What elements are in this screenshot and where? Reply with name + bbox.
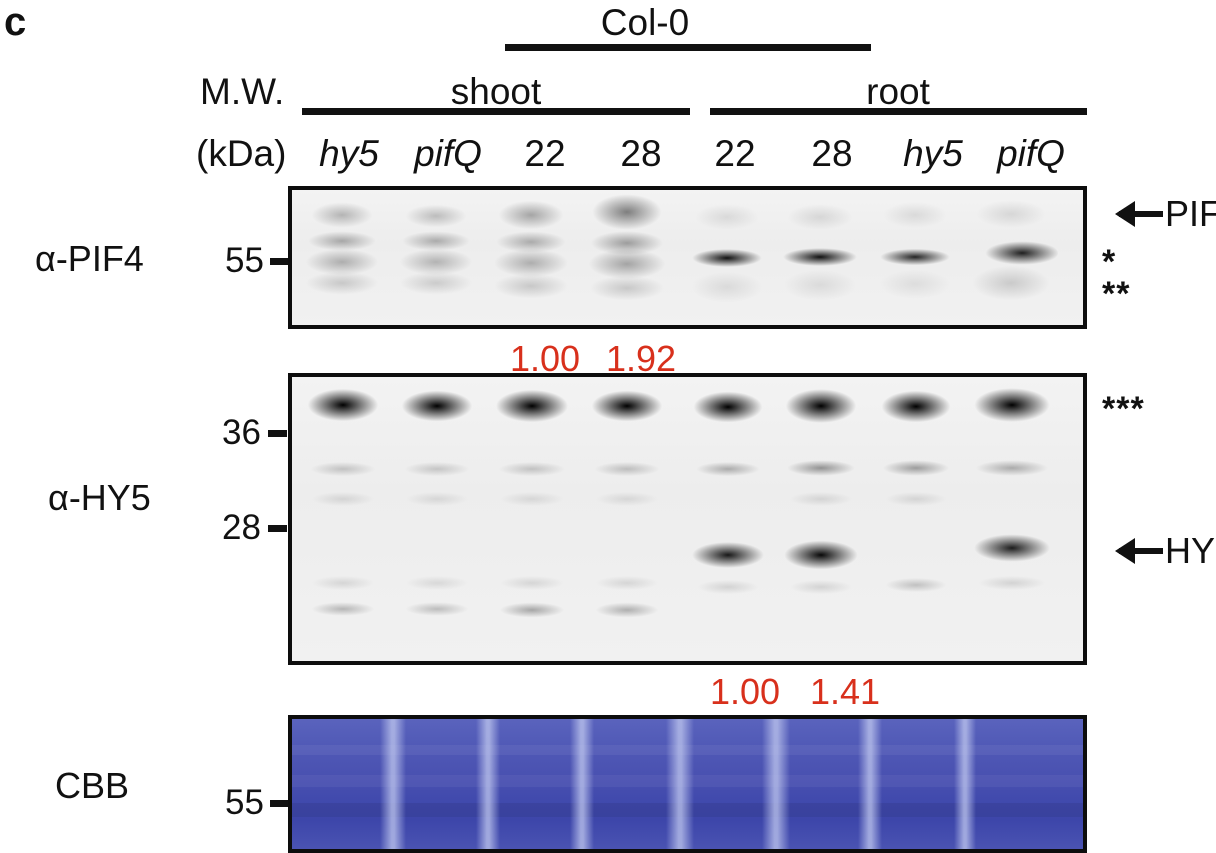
blot-panel-pif4 — [288, 186, 1087, 329]
blot-lane-1-pif4 — [298, 190, 386, 325]
mw-tick-pif4-55 — [270, 258, 289, 265]
lane-label-4: 28 — [620, 133, 662, 174]
cbb-lane-gap-4 — [666, 719, 694, 849]
quant-value-pif4-lane4: 1.92 — [605, 338, 677, 379]
mw-marker-hy5-28: 28 — [222, 508, 261, 547]
blot-lane-8-pif4 — [964, 190, 1058, 325]
mw-tick-hy5-28 — [268, 525, 287, 532]
blot-panel-cbb — [288, 715, 1087, 853]
mw-marker-cbb-55: 55 — [225, 783, 264, 822]
blot-lane-1-hy5 — [299, 377, 387, 661]
mw-units-label: (kDa) — [196, 133, 287, 174]
tissue-underline-root — [710, 108, 1087, 115]
cbb-lane-gap-2 — [476, 719, 500, 849]
genotype-label-col0: Col-0 — [600, 2, 690, 43]
cbb-lane-gap-7 — [954, 719, 976, 849]
blot-lane-3-hy5 — [487, 377, 577, 661]
lane-label-1: hy5 — [319, 133, 379, 174]
mw-tick-cbb-55 — [270, 800, 289, 807]
lane-label-7: hy5 — [903, 133, 963, 174]
blot-lane-4-pif4 — [582, 190, 672, 325]
lane-label-3: 22 — [524, 133, 566, 174]
cbb-lane-gap-5 — [762, 719, 790, 849]
blot-lane-3-pif4 — [486, 190, 576, 325]
tissue-underline-shoot — [302, 108, 690, 115]
mw-marker-hy5-36: 36 — [222, 413, 261, 452]
mw-marker-pif4-55: 55 — [225, 241, 264, 280]
quant-value-pif4-lane3: 1.00 — [509, 338, 581, 379]
genotype-underline-col0 — [505, 44, 871, 51]
annotation-row-hy5: HY5 — [1115, 530, 1216, 571]
tissue-label-root: root — [866, 71, 930, 112]
annotation-label-hy5: HY5 — [1165, 530, 1216, 571]
annotation-asterisk-double: ** — [1102, 275, 1131, 313]
left-arrow-icon-pif4 — [1115, 201, 1163, 227]
annotation-asterisk-triple: *** — [1102, 390, 1145, 428]
lane-label-5: 22 — [714, 133, 756, 174]
blot-lane-2-hy5 — [393, 377, 481, 661]
antibody-label-pif4: α-PIF4 — [35, 238, 144, 279]
blot-lane-7-hy5 — [873, 377, 959, 661]
cbb-lane-gap-6 — [858, 719, 882, 849]
antibody-label-hy5: α-HY5 — [48, 477, 151, 518]
antibody-label-cbb: CBB — [55, 765, 130, 806]
blot-panel-hy5 — [288, 373, 1087, 665]
cbb-lane-gap-3 — [570, 719, 594, 849]
blot-lane-2-pif4 — [392, 190, 480, 325]
blot-lane-6-pif4 — [776, 190, 864, 325]
lane-label-2: pifQ — [414, 133, 482, 174]
quant-value-hy5-lane6: 1.41 — [809, 671, 881, 712]
blot-lane-8-hy5 — [965, 377, 1059, 661]
mw-header-label: M.W. — [200, 71, 285, 112]
lane-label-6: 28 — [811, 133, 853, 174]
blot-lane-7-pif4 — [872, 190, 958, 325]
panel-letter: c — [4, 0, 27, 44]
quant-value-hy5-lane5: 1.00 — [709, 671, 781, 712]
annotation-label-pif4: PIF4 — [1165, 193, 1216, 234]
blot-lane-6-hy5 — [777, 377, 865, 661]
mw-tick-hy5-36 — [268, 430, 287, 437]
annotation-asterisk-single: * — [1102, 243, 1117, 281]
blot-lane-5-pif4 — [684, 190, 770, 325]
blot-lane-5-hy5 — [685, 377, 771, 661]
blot-lane-4-hy5 — [583, 377, 671, 661]
annotation-row-pif4: PIF4 — [1115, 193, 1216, 234]
cbb-lane-gap-1 — [380, 719, 406, 849]
lane-label-8: pifQ — [997, 133, 1065, 174]
tissue-label-shoot: shoot — [450, 71, 542, 112]
left-arrow-icon-hy5 — [1115, 538, 1163, 564]
